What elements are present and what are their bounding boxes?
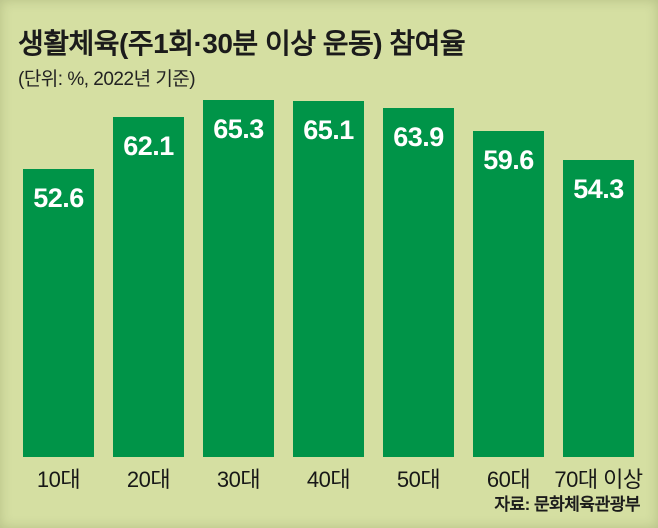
bar: 52.6 — [23, 169, 94, 457]
bar: 65.1 — [293, 101, 364, 457]
bar: 63.9 — [383, 108, 454, 457]
x-axis-label: 60대 — [486, 467, 531, 492]
bar: 54.3 — [563, 160, 634, 457]
bar: 65.3 — [203, 100, 274, 457]
bar-chart: 52.6 10대 62.1 20대 65.3 30대 65.1 40대 63.9… — [23, 100, 643, 492]
x-axis-label: 30대 — [216, 467, 261, 492]
bar-group: 52.6 10대 — [23, 100, 94, 492]
bar-value-label: 54.3 — [573, 174, 624, 204]
bar-value-label: 59.6 — [483, 145, 534, 175]
x-axis-label: 70대 이상 — [554, 467, 643, 492]
bar-group: 59.6 60대 — [473, 100, 544, 492]
chart-subtitle: (단위: %, 2022년 기준) — [18, 69, 196, 90]
bar-group: 54.3 70대 이상 — [554, 100, 643, 492]
bar-value-label: 65.3 — [213, 114, 264, 144]
bar-value-label: 62.1 — [123, 131, 174, 161]
bar-value-label: 52.6 — [33, 183, 84, 213]
x-axis-label: 20대 — [126, 467, 171, 492]
x-axis-label: 50대 — [396, 467, 441, 492]
source-credit: 자료: 문화체육관광부 — [494, 495, 640, 514]
bar-value-label: 65.1 — [303, 115, 354, 145]
chart-title: 생활체육(주1회·30분 이상 운동) 참여율 — [18, 28, 466, 59]
bar-group: 62.1 20대 — [113, 100, 184, 492]
bar-group: 65.3 30대 — [203, 100, 274, 492]
bar-group: 63.9 50대 — [383, 100, 454, 492]
x-axis-label: 10대 — [36, 467, 81, 492]
bar: 59.6 — [473, 131, 544, 457]
bar: 62.1 — [113, 117, 184, 457]
x-axis-label: 40대 — [306, 467, 351, 492]
bar-group: 65.1 40대 — [293, 100, 364, 492]
bar-value-label: 63.9 — [393, 122, 444, 152]
